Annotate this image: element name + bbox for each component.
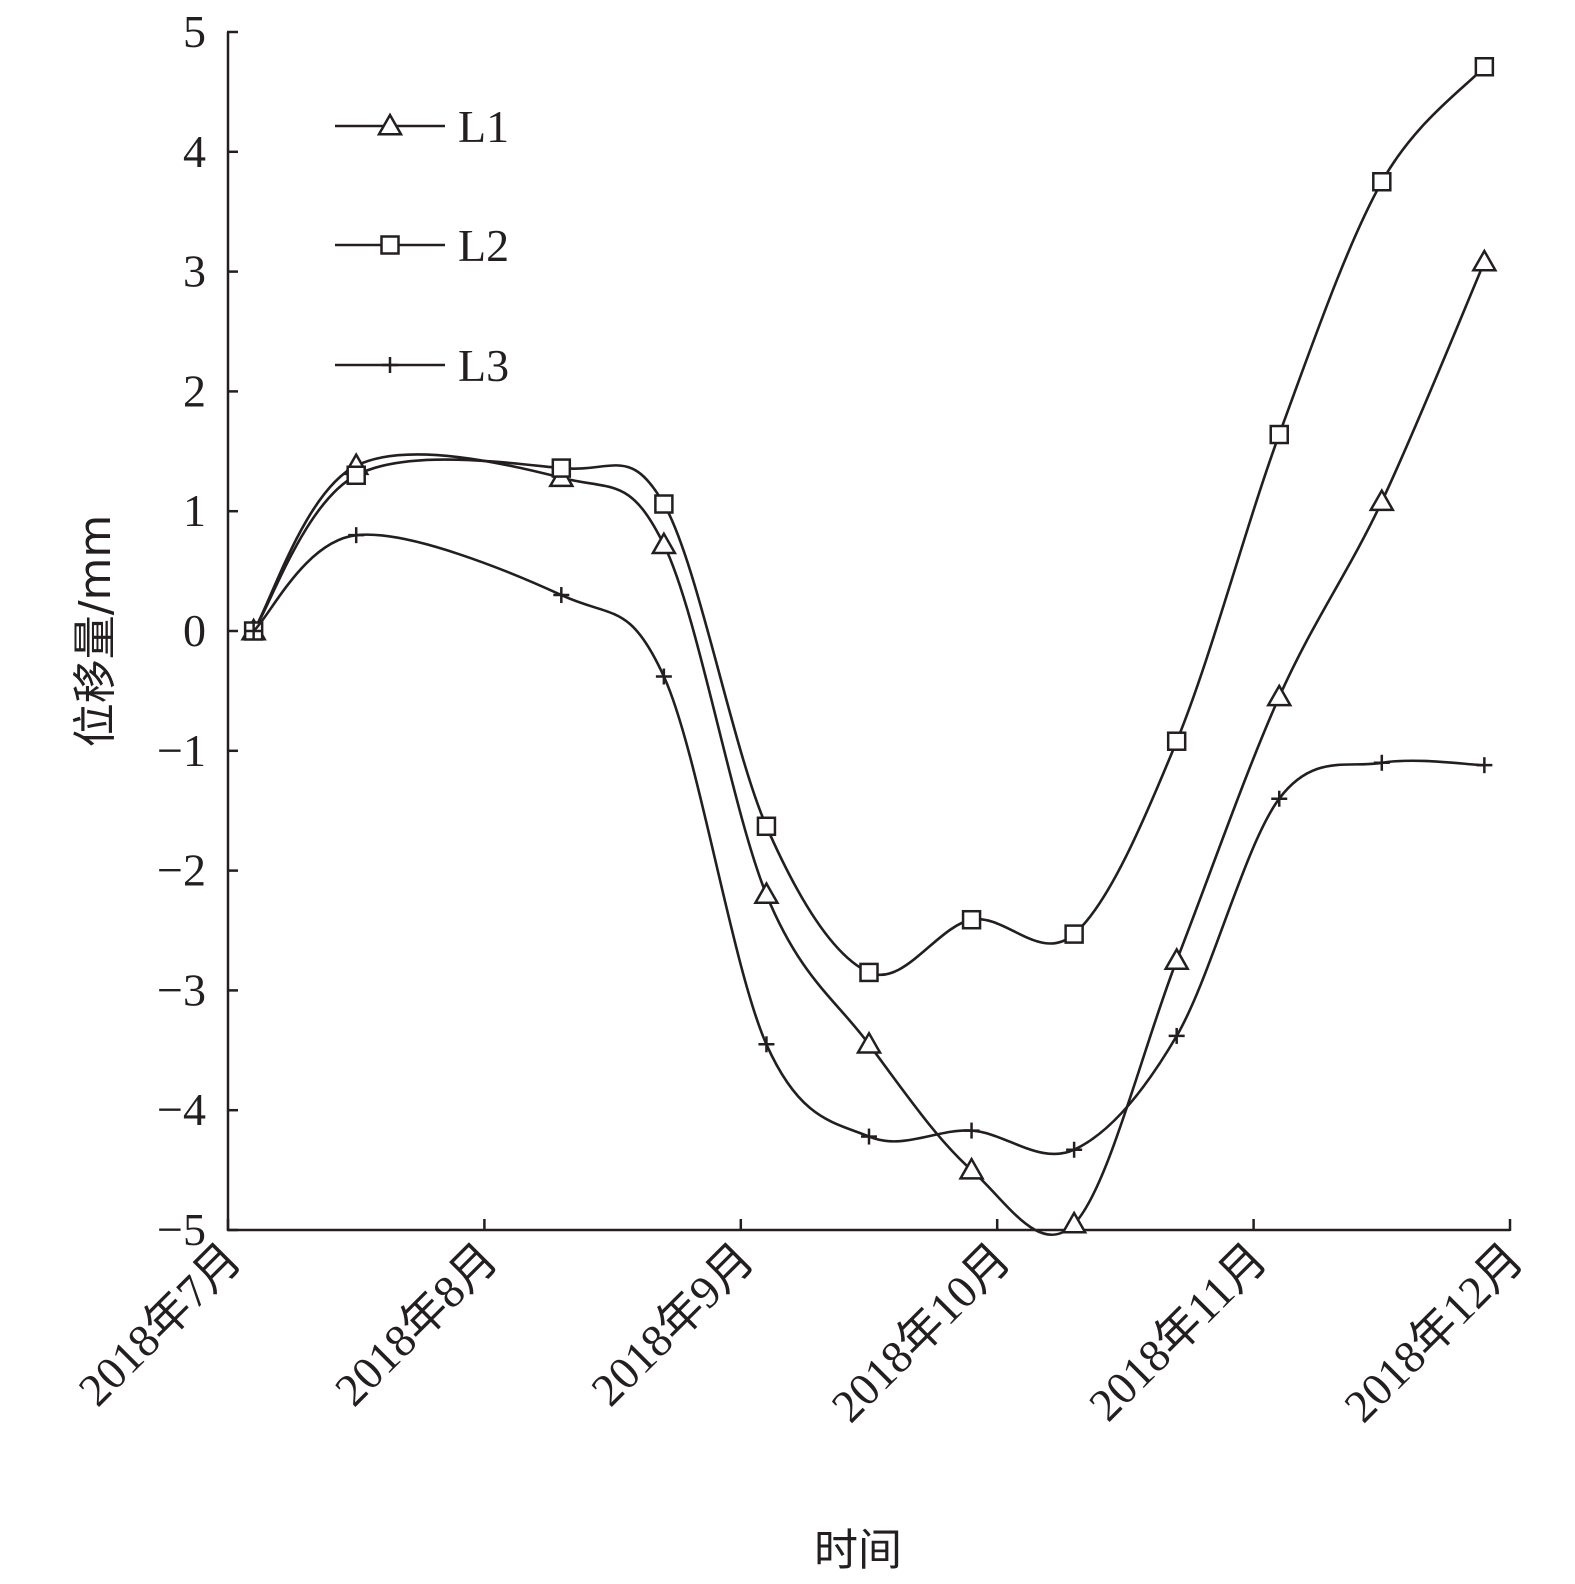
series-l1 (240, 248, 1498, 1237)
data-point-l2 (346, 465, 366, 486)
legend-label-l3: L3 (458, 340, 509, 391)
data-point-l3 (1271, 790, 1288, 807)
series-l3 (245, 527, 1493, 1158)
data-point-l3 (348, 527, 365, 544)
data-point-l2 (859, 962, 879, 983)
series-l2 (243, 56, 1495, 983)
data-point-l1 (1368, 488, 1395, 512)
y-tick-label: 3 (183, 246, 206, 297)
x-tick-label: 2018年10月 (822, 1233, 1021, 1432)
legend-label-l1: L1 (458, 101, 509, 152)
data-point-l2 (1474, 56, 1495, 77)
series-line-l1 (252, 261, 1486, 1237)
data-point-l1 (1266, 683, 1293, 707)
y-tick-label: 2 (183, 365, 206, 416)
x-axis-ticks: 2018年7月 2018年8月 2018年9月 2018年10月 2018年11月 201… (69, 1219, 1533, 1432)
x-tick-label: 2018年7月 (69, 1233, 251, 1415)
series-layer (240, 56, 1498, 1237)
legend-marker-l2 (380, 235, 400, 255)
series-line-l3 (252, 533, 1485, 1156)
data-point-l3 (861, 1128, 877, 1145)
data-point-l2 (1064, 924, 1084, 944)
data-point-l3 (1373, 754, 1390, 771)
legend: L1 L2 L3 (335, 101, 509, 391)
y-tick-label: −1 (157, 725, 206, 776)
x-tick-label: 2018年11月 (1079, 1233, 1276, 1430)
data-point-l3 (1066, 1141, 1083, 1158)
data-point-l3 (245, 623, 262, 639)
data-point-l1 (753, 881, 780, 905)
y-tick-label: 4 (183, 126, 206, 177)
data-point-l2 (1372, 172, 1392, 192)
data-point-l2 (1166, 731, 1187, 751)
legend-marker-l3 (382, 357, 398, 373)
data-point-l2 (756, 816, 777, 837)
y-tick-label: −4 (157, 1084, 206, 1135)
data-point-l3 (963, 1122, 980, 1139)
series-line-l2 (252, 65, 1486, 977)
x-tick-label: 2018年9月 (581, 1233, 763, 1415)
data-point-l1 (958, 1156, 985, 1180)
data-point-l1 (1060, 1210, 1088, 1234)
data-point-l3 (1476, 757, 1493, 774)
data-point-l3 (758, 1036, 775, 1053)
data-point-l3 (655, 668, 672, 685)
data-point-l1 (650, 531, 678, 555)
y-tick-label: 0 (183, 605, 206, 656)
data-point-l1 (1163, 946, 1190, 970)
data-point-l3 (553, 587, 570, 604)
y-tick-label: 1 (183, 485, 206, 536)
y-tick-label: −3 (157, 964, 206, 1015)
legend-marker-l1 (376, 112, 404, 136)
legend-label-l2: L2 (458, 220, 509, 271)
data-point-l1 (1471, 248, 1498, 272)
legend-item-l2: L2 (335, 220, 509, 271)
x-tick-label: 2018年12月 (1334, 1233, 1533, 1432)
x-axis-title: 时间 (814, 1525, 902, 1576)
data-point-l3 (1168, 1027, 1185, 1044)
y-axis-ticks: 5 4 3 2 1 0 −1 −2 −3 −4 −5 (157, 6, 238, 1255)
data-point-l2 (654, 494, 674, 514)
legend-item-l1: L1 (335, 101, 509, 152)
y-tick-label: −5 (157, 1204, 206, 1255)
data-point-l2 (1269, 424, 1289, 445)
data-point-l2 (961, 909, 982, 930)
legend-item-l3: L3 (335, 340, 509, 391)
x-tick-label: 2018年8月 (325, 1233, 507, 1415)
y-tick-label: −2 (157, 845, 206, 896)
y-tick-label: 5 (183, 6, 206, 57)
data-point-l2 (551, 458, 572, 478)
y-axis-title: 位移量/mm (70, 515, 121, 748)
data-point-l1 (855, 1030, 883, 1054)
